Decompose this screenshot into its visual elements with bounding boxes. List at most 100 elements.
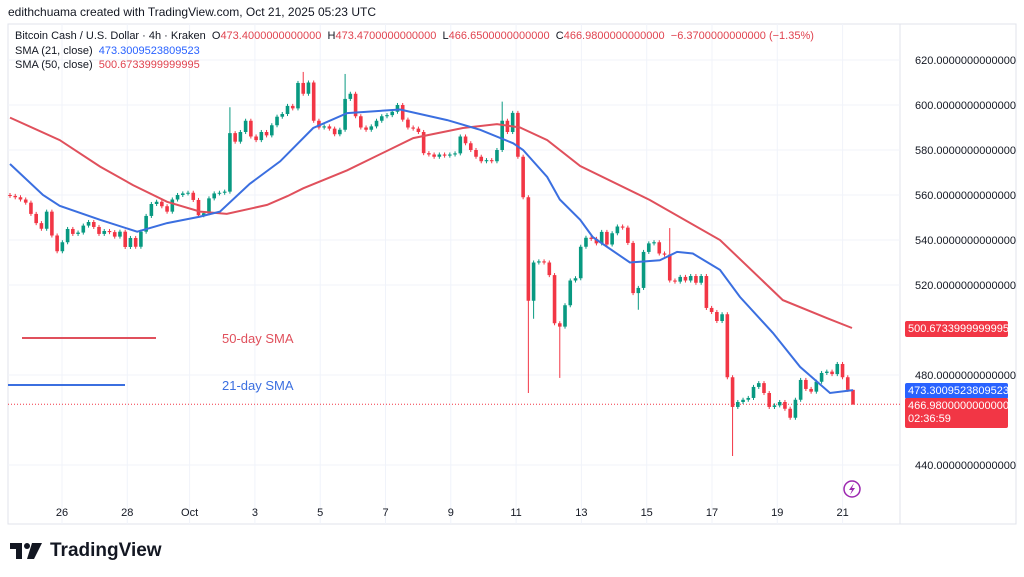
- candle-body: [275, 116, 279, 126]
- symbol-title[interactable]: Bitcoin Cash / U.S. Dollar · 4h · Kraken: [15, 30, 206, 42]
- candle: [552, 273, 557, 326]
- candle: [285, 103, 290, 117]
- candle-body: [243, 120, 248, 132]
- open-value: 473.4000000000000: [220, 30, 322, 42]
- candle: [751, 384, 756, 400]
- candle: [81, 223, 86, 235]
- candle-body: [772, 405, 777, 407]
- candle-body: [196, 199, 201, 216]
- time-tick-label: 28: [121, 507, 133, 519]
- candle-body: [379, 116, 384, 121]
- candle-body: [296, 82, 300, 109]
- legend-ohlc: Bitcoin Cash / U.S. Dollar · 4h · Kraken…: [15, 30, 814, 42]
- time-tick-label: 19: [771, 507, 783, 519]
- candle-body: [432, 154, 436, 157]
- candle: [364, 125, 368, 132]
- candle-body: [259, 132, 264, 141]
- legend-sma21[interactable]: SMA (21, close) 473.3009523809523: [15, 45, 200, 57]
- candle: [510, 110, 515, 135]
- price-tick-label: 480.0000000000000: [915, 370, 1016, 382]
- lightning-icon[interactable]: [843, 480, 861, 498]
- candle: [845, 375, 850, 392]
- candle-body: [374, 120, 379, 127]
- candle: [290, 103, 295, 111]
- candle: [772, 403, 777, 409]
- tradingview-logo-icon: [10, 543, 42, 559]
- candle-body: [123, 231, 127, 247]
- candle-body: [652, 242, 656, 244]
- candle: [584, 235, 588, 249]
- candle-body: [8, 195, 12, 196]
- candle-body: [50, 211, 54, 236]
- candle-body: [448, 154, 452, 156]
- candle: [542, 259, 546, 265]
- candle: [296, 80, 300, 111]
- candle: [55, 233, 59, 254]
- candle-body: [683, 276, 688, 281]
- candle-body: [605, 231, 609, 245]
- candle-body: [154, 201, 159, 204]
- candle: [29, 200, 33, 216]
- candle: [180, 191, 185, 198]
- candle-body: [301, 82, 306, 94]
- candle-body: [191, 192, 196, 200]
- time-tick-label: Oct: [181, 507, 198, 519]
- candle-body: [662, 253, 667, 255]
- candle-body: [479, 156, 484, 162]
- candle: [615, 224, 620, 236]
- sma21-annotation: 21-day SMA: [222, 378, 294, 393]
- candle-body: [233, 133, 237, 142]
- candle: [804, 377, 808, 391]
- candle: [730, 375, 735, 456]
- candle-body: [160, 201, 164, 207]
- candle: [416, 126, 421, 135]
- time-tick-label: 17: [706, 507, 718, 519]
- candle: [788, 406, 792, 420]
- candle-body: [610, 233, 614, 245]
- candle-body: [552, 275, 557, 324]
- candle-body: [667, 254, 672, 281]
- price-axis[interactable]: 620.0000000000000 600.0000000000000 580.00…: [915, 55, 1016, 472]
- time-axis[interactable]: 26 28 Oct 3 5 7 9 11 13 15 17 19 21: [56, 507, 849, 519]
- candle: [777, 399, 782, 408]
- tradingview-logo[interactable]: TradingView: [10, 540, 162, 562]
- candle: [243, 118, 248, 135]
- candle-body: [427, 153, 431, 155]
- candle-body: [746, 397, 751, 400]
- candle: [437, 152, 442, 159]
- candle: [39, 221, 44, 231]
- candle: [306, 80, 311, 96]
- candle: [165, 204, 169, 214]
- candle: [783, 399, 787, 411]
- candle: [657, 240, 662, 256]
- tradingview-logo-text: TradingView: [50, 540, 162, 561]
- candle-body: [798, 379, 803, 400]
- candle: [636, 285, 641, 310]
- legend-sma50[interactable]: SMA (50, close) 500.6733999999995: [15, 59, 200, 71]
- candle-body: [594, 238, 599, 244]
- candle: [516, 110, 520, 159]
- candle: [65, 226, 70, 245]
- candle-body: [411, 127, 415, 129]
- candle: [186, 190, 190, 196]
- candle: [301, 71, 306, 96]
- candle-body: [777, 402, 782, 406]
- candle: [652, 240, 656, 246]
- candle-body: [568, 280, 573, 306]
- candle: [484, 158, 489, 164]
- candle-body: [118, 231, 122, 237]
- candle: [374, 118, 379, 129]
- sma50-line: [9, 116, 853, 329]
- candle-body: [804, 379, 808, 389]
- sma50-annotation: 50-day SMA: [222, 331, 294, 346]
- candle-body: [500, 120, 504, 150]
- candle-body: [395, 105, 400, 112]
- candle-body: [364, 127, 368, 130]
- price-tick-label: 580.0000000000000: [915, 145, 1016, 157]
- candle-body: [557, 323, 562, 327]
- candle-body: [327, 126, 332, 129]
- candle: [463, 134, 468, 146]
- candle: [128, 235, 133, 249]
- candle: [631, 240, 635, 296]
